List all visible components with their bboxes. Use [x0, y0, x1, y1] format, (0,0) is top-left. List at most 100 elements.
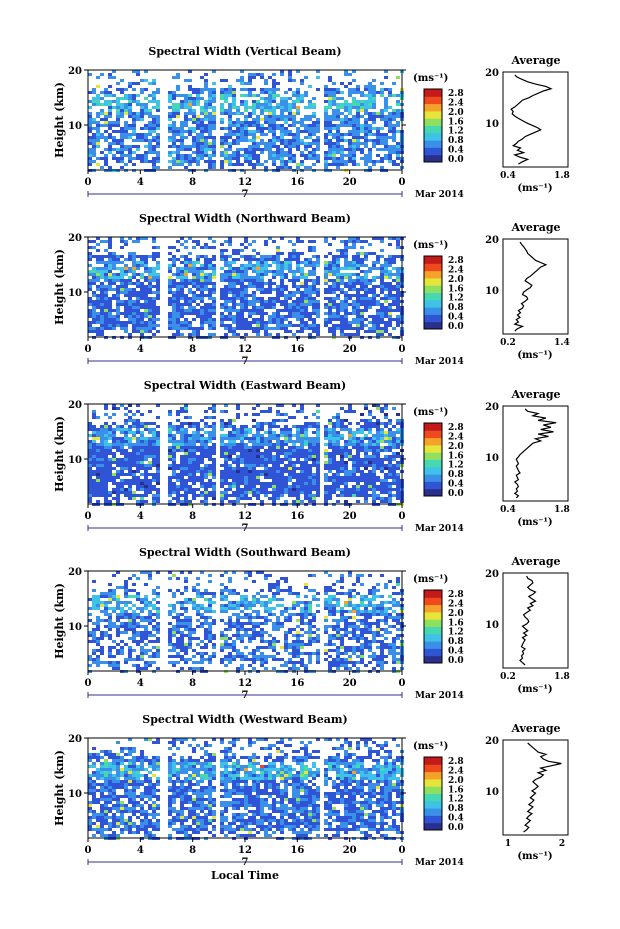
heatmap-cell	[272, 97, 276, 100]
colorbar-segment	[424, 263, 442, 272]
heatmap-cell	[236, 413, 240, 416]
heatmap-cell	[204, 243, 208, 246]
heatmap-cell	[120, 300, 124, 303]
heatmap-cell	[276, 118, 280, 121]
heatmap-cell	[180, 455, 184, 458]
heatmap-cell	[372, 455, 376, 458]
heatmap-cell	[344, 410, 348, 413]
heatmap-cell	[296, 279, 300, 282]
heatmap-cell	[152, 291, 156, 294]
heatmap-cell	[208, 431, 212, 434]
heatmap-cell	[256, 288, 260, 291]
heatmap-cell	[128, 136, 132, 139]
heatmap-cell	[136, 100, 140, 103]
heatmap-cell	[256, 479, 260, 482]
heatmap-cell	[256, 142, 260, 145]
heatmap-cell	[268, 449, 272, 452]
heatmap-cell	[268, 127, 272, 130]
heatmap-cell	[148, 151, 152, 154]
heatmap-cell	[96, 258, 100, 261]
heatmap-cell	[152, 163, 156, 166]
heatmap-cell	[224, 136, 228, 139]
heatmap-cell	[284, 413, 288, 416]
heatmap-cell	[308, 297, 312, 300]
heatmap-cell	[356, 330, 360, 333]
heatmap-cell	[368, 437, 372, 440]
heatmap-cell	[348, 145, 352, 148]
heatmap-cell	[284, 434, 288, 437]
heatmap-cell	[188, 440, 192, 443]
heatmap-cell	[168, 425, 172, 428]
heatmap-cell	[104, 157, 108, 160]
heatmap-cell	[176, 479, 180, 482]
heatmap-cell	[372, 267, 376, 270]
heatmap-cell	[204, 154, 208, 157]
heatmap-cell	[224, 315, 228, 318]
heatmap-cell	[148, 491, 152, 494]
heatmap-cell	[336, 288, 340, 291]
heatmap-cell	[244, 264, 248, 267]
heatmap-cell	[364, 252, 368, 255]
heatmap-cell	[188, 425, 192, 428]
heatmap-cell	[288, 324, 292, 327]
heatmap-cell	[340, 306, 344, 309]
colorbar-segment	[424, 154, 442, 163]
heatmap-cell	[176, 160, 180, 163]
heatmap-cell	[372, 288, 376, 291]
heatmap-cell	[128, 154, 132, 157]
heatmap-cell	[212, 148, 216, 151]
heatmap-cell	[276, 479, 280, 482]
heatmap-cell	[396, 428, 400, 431]
heatmap-cell	[276, 157, 280, 160]
heatmap-cell	[232, 267, 236, 270]
heatmap-cell	[260, 288, 264, 291]
heatmap-cell	[336, 151, 340, 154]
heatmap-cell	[184, 115, 188, 118]
heatmap-cell	[308, 270, 312, 273]
heatmap-cell	[96, 279, 100, 282]
heatmap-cell	[328, 318, 332, 321]
heatmap-cell	[240, 249, 244, 252]
heatmap-cell	[132, 291, 136, 294]
heatmap-cell	[224, 404, 228, 407]
heatmap-cell	[380, 434, 384, 437]
heatmap-cell	[184, 258, 188, 261]
heatmap-cell	[208, 327, 212, 330]
heatmap-cell	[316, 160, 320, 163]
heatmap-cell	[192, 91, 196, 94]
heatmap-cell	[392, 151, 396, 154]
heatmap-cell	[152, 246, 156, 249]
heatmap-cell	[360, 264, 364, 267]
heatmap-cell	[140, 79, 144, 82]
heatmap-cell	[340, 318, 344, 321]
heatmap-cell	[340, 425, 344, 428]
heatmap-cell	[264, 467, 268, 470]
heatmap-cell	[188, 461, 192, 464]
heatmap-cell	[352, 151, 356, 154]
heatmap-cell	[104, 255, 108, 258]
heatmap-cell	[340, 82, 344, 85]
heatmap-cell	[88, 494, 92, 497]
heatmap-cell	[376, 127, 380, 130]
heatmap-cell	[296, 458, 300, 461]
heatmap-cell	[244, 258, 248, 261]
heatmap-cell	[256, 482, 260, 485]
heatmap-cell	[124, 103, 128, 106]
heatmap-cell	[344, 324, 348, 327]
heatmap-cell	[292, 324, 296, 327]
heatmap-cell	[392, 124, 396, 127]
heatmap-cell	[236, 404, 240, 407]
heatmap-cell	[100, 294, 104, 297]
heatmap-cell	[260, 109, 264, 112]
heatmap-cell	[112, 327, 116, 330]
heatmap-cell	[356, 476, 360, 479]
heatmap-cell	[396, 446, 400, 449]
heatmap-cell	[124, 136, 128, 139]
heatmap-cell	[324, 109, 328, 112]
heatmap-cell	[260, 324, 264, 327]
heatmap-cell	[184, 276, 188, 279]
heatmap-cell	[256, 121, 260, 124]
heatmap-cell	[200, 285, 204, 288]
heatmap-cell	[148, 410, 152, 413]
heatmap-cell	[204, 127, 208, 130]
